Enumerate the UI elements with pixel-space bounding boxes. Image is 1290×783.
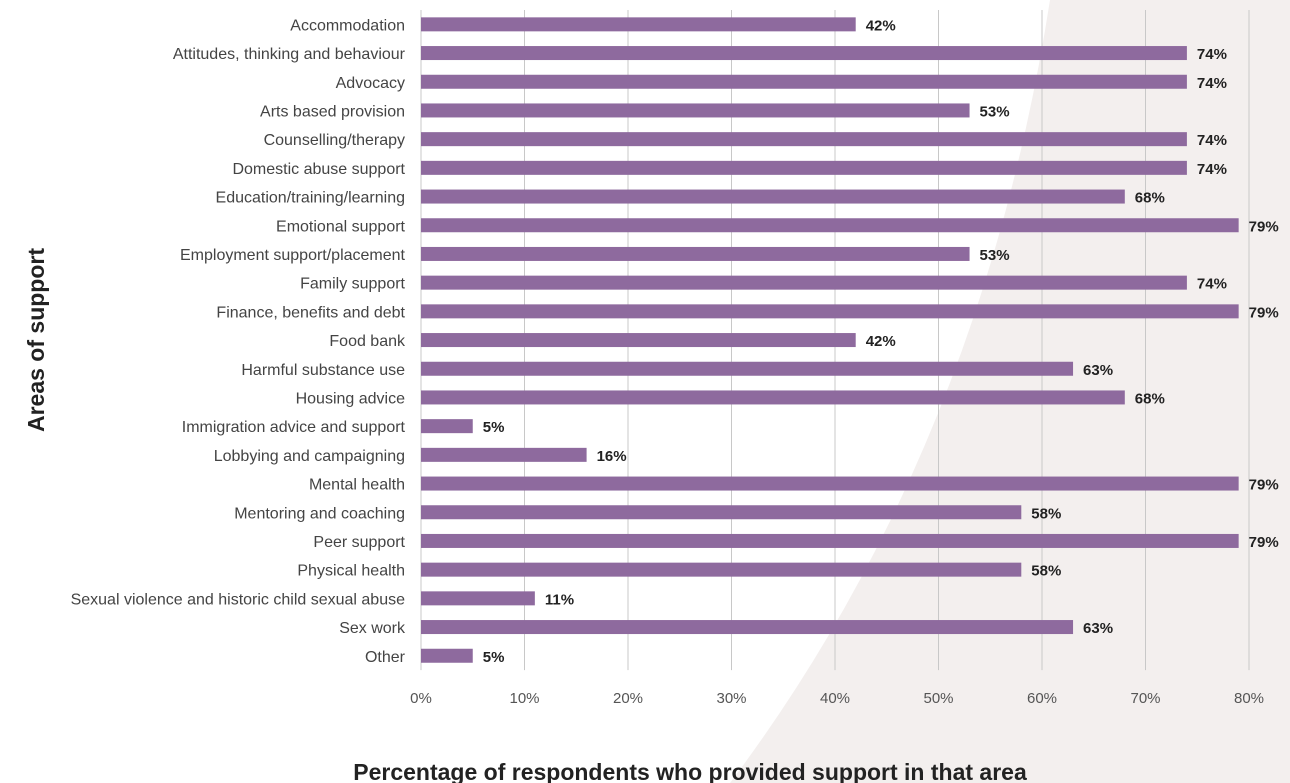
x-tick-label-1: 10% [509,690,539,707]
value-label-19: 58% [1031,563,1061,580]
value-label-18: 79% [1249,534,1279,551]
value-label-22: 5% [483,649,505,666]
category-label-9: Family support [300,276,405,293]
bar-6 [421,189,1125,204]
category-label-18: Peer support [313,534,405,551]
value-label-17: 58% [1031,505,1061,522]
bar-9 [421,275,1187,290]
value-label-20: 11% [545,591,574,608]
bars [421,17,1239,663]
x-tick-label-7: 70% [1130,690,1160,707]
gridlines [420,10,1250,671]
category-label-13: Housing advice [296,390,406,407]
bar-10 [421,304,1239,319]
category-label-10: Finance, benefits and debt [216,304,405,321]
x-tick-label-5: 50% [923,690,953,707]
category-label-22: Other [365,649,406,666]
bar-19 [421,562,1022,577]
bar-7 [421,218,1239,233]
category-label-11: Food bank [329,333,406,350]
bar-2 [421,74,1187,89]
value-label-0: 42% [866,17,896,34]
bar-3 [421,103,970,118]
bar-21 [421,620,1074,635]
y-axis-title: Areas of support [23,248,49,432]
x-axis-title: Percentage of respondents who provided s… [353,759,1027,783]
category-label-17: Mentoring and coaching [234,505,405,522]
bar-5 [421,160,1187,175]
value-label-12: 63% [1083,362,1113,379]
value-label-3: 53% [980,103,1010,120]
value-label-16: 79% [1249,477,1279,494]
value-label-6: 68% [1135,190,1165,207]
value-label-4: 74% [1197,132,1227,149]
value-label-21: 63% [1083,620,1113,637]
value-label-2: 74% [1197,75,1227,92]
bar-14 [421,419,473,434]
value-label-11: 42% [866,333,896,350]
x-tick-label-6: 60% [1027,690,1057,707]
x-axis-tick-labels: 0% 10% 20% 30% 40% 50% 60% 70% 80% [410,690,1264,707]
category-label-1: Attitudes, thinking and behaviour [173,46,406,63]
category-label-0: Accommodation [290,17,405,34]
x-tick-label-3: 30% [716,690,746,707]
category-label-21: Sex work [339,620,406,637]
value-label-15: 16% [597,448,627,465]
x-tick-label-2: 20% [613,690,643,707]
value-labels: 42% 74% 74% 53% 74% 74% 68% 79% 53% 74% 79% 42% 63% 6… [483,17,1279,665]
x-tick-label-4: 40% [820,690,850,707]
value-label-8: 53% [980,247,1010,264]
bar-4 [421,132,1187,147]
category-label-4: Counselling/therapy [264,132,405,149]
value-label-9: 74% [1197,276,1227,293]
category-label-5: Domestic abuse support [232,161,405,178]
category-label-16: Mental health [309,477,405,494]
value-label-7: 79% [1249,218,1279,235]
bar-8 [421,246,970,261]
category-label-2: Advocacy [336,75,405,92]
bar-12 [421,361,1074,376]
bar-16 [421,476,1239,491]
category-label-8: Employment support/placement [180,247,406,264]
value-label-14: 5% [483,419,505,436]
bar-0 [421,17,856,32]
value-label-13: 68% [1135,390,1165,407]
bar-22 [421,648,473,663]
x-tick-label-8: 80% [1234,690,1264,707]
bar-11 [421,333,856,348]
category-label-15: Lobbying and campaigning [214,448,405,465]
bar-17 [421,505,1022,520]
category-label-6: Education/training/learning [216,190,405,207]
category-label-20: Sexual violence and historic child sexua… [71,591,406,608]
bar-15 [421,447,587,462]
category-label-12: Harmful substance use [241,362,405,379]
bar-20 [421,591,535,606]
value-label-1: 74% [1197,46,1227,63]
category-label-3: Arts based provision [260,103,405,120]
category-label-7: Emotional support [276,218,406,235]
x-tick-label-0: 0% [410,690,432,707]
value-label-5: 74% [1197,161,1227,178]
value-label-10: 79% [1249,304,1279,321]
bar-18 [421,533,1239,548]
category-labels: Accommodation Attitudes, thinking and beh… [71,17,406,665]
bar-13 [421,390,1125,405]
bar-1 [421,46,1187,61]
category-label-14: Immigration advice and support [182,419,406,436]
category-label-19: Physical health [297,563,405,580]
